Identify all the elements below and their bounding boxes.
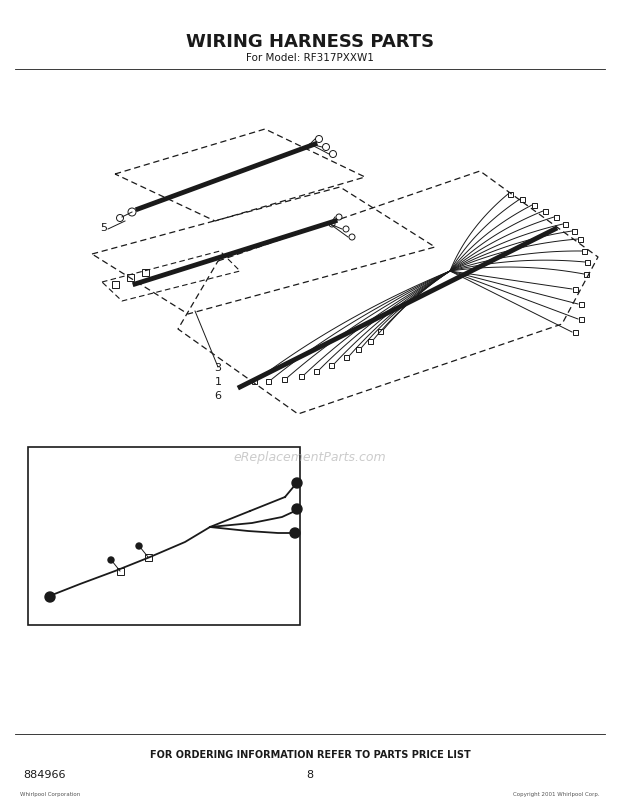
Bar — [314, 369, 319, 374]
Bar — [117, 568, 123, 575]
Bar — [265, 379, 270, 384]
Circle shape — [290, 528, 300, 538]
Circle shape — [136, 544, 142, 549]
Bar — [572, 330, 577, 335]
Text: FOR ORDERING INFORMATION REFER TO PARTS PRICE LIST: FOR ORDERING INFORMATION REFER TO PARTS … — [149, 749, 471, 759]
Bar — [368, 339, 373, 344]
Bar — [578, 302, 583, 307]
Bar — [508, 192, 513, 198]
Text: 3: 3 — [215, 362, 221, 373]
Text: eReplacementParts.com: eReplacementParts.com — [234, 451, 386, 464]
Bar — [141, 269, 149, 276]
Text: WIRING HARNESS PARTS: WIRING HARNESS PARTS — [186, 33, 434, 51]
Bar — [572, 229, 577, 234]
Text: For Model: RF317PXXW1: For Model: RF317PXXW1 — [246, 53, 374, 63]
Text: Whirlpool Corporation: Whirlpool Corporation — [20, 792, 80, 797]
Bar — [298, 374, 304, 379]
Bar — [28, 447, 300, 626]
Text: 5: 5 — [100, 222, 107, 233]
Text: 8: 8 — [306, 769, 314, 779]
Circle shape — [292, 479, 302, 488]
Bar — [578, 317, 583, 322]
Circle shape — [45, 593, 55, 602]
Bar — [531, 203, 536, 208]
Bar — [577, 237, 583, 243]
Text: 884966: 884966 — [24, 769, 66, 779]
Bar — [585, 260, 590, 265]
Bar — [554, 215, 559, 220]
Bar — [542, 210, 547, 214]
Circle shape — [292, 504, 302, 515]
Circle shape — [108, 557, 114, 563]
Text: 1: 1 — [215, 377, 221, 386]
Bar — [520, 198, 525, 202]
Bar — [582, 249, 587, 255]
Bar — [329, 363, 334, 368]
Bar — [144, 554, 151, 560]
Text: Copyright 2001 Whirlpool Corp.: Copyright 2001 Whirlpool Corp. — [513, 792, 600, 797]
Bar — [126, 274, 133, 281]
Bar — [355, 347, 360, 352]
Bar — [281, 377, 286, 382]
Bar — [562, 222, 567, 227]
Bar — [583, 272, 588, 277]
Text: 6: 6 — [215, 390, 221, 401]
Bar — [378, 329, 383, 334]
Bar — [572, 287, 577, 292]
Bar — [112, 281, 118, 288]
Bar — [343, 355, 348, 360]
Bar — [252, 379, 257, 384]
